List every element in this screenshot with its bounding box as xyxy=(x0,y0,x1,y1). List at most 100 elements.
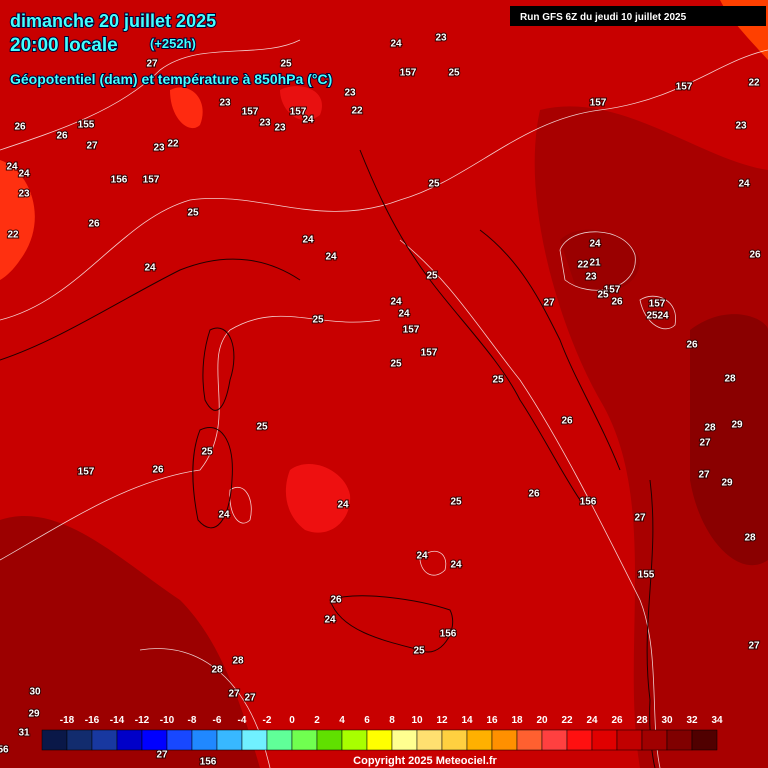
contour-label: 24 xyxy=(738,179,750,190)
scale-swatch xyxy=(341,729,368,751)
scale-swatch xyxy=(41,729,68,751)
contours xyxy=(0,39,768,768)
contour-label: 26 xyxy=(611,297,623,308)
contour-label: 23 xyxy=(219,98,231,109)
contour-label: 23 xyxy=(344,88,356,99)
contour-label: 157 xyxy=(421,348,438,359)
contour-label: 24 xyxy=(390,297,402,308)
contour-label: 25 xyxy=(448,68,460,79)
contour-label: 25 xyxy=(390,359,402,370)
scale-swatch xyxy=(591,729,618,751)
scale-tick-label: 22 xyxy=(561,715,573,726)
scale-swatch xyxy=(666,729,693,751)
copyright: Copyright 2025 Meteociel.fr xyxy=(353,755,497,767)
contour-label: 23 xyxy=(153,143,165,154)
scale-tick-label: 14 xyxy=(461,715,473,726)
scale-tick-label: 16 xyxy=(486,715,498,726)
lead-time: (+252h) xyxy=(150,36,196,51)
contour-label: 23 xyxy=(435,33,447,44)
contour-label: 29 xyxy=(731,420,743,431)
scale-swatch xyxy=(316,729,343,751)
contour-label: 22 xyxy=(577,260,589,271)
scale-tick-label: 2 xyxy=(314,715,320,726)
scale-tick-label: -18 xyxy=(60,715,75,726)
scale-swatch xyxy=(216,729,243,751)
contour-label: 27 xyxy=(748,641,760,652)
contour-label: 26 xyxy=(749,250,761,261)
scale-swatch xyxy=(291,729,318,751)
scale-tick-label: 24 xyxy=(586,715,598,726)
contour-label: 24 xyxy=(416,551,428,562)
contour-label: 22 xyxy=(748,78,760,89)
color-scale: -18 -16 -14 -12 -10 -8 -6 -4 -2 0 2 4 6 8 10 12 14 16 18 20… xyxy=(41,715,723,751)
scale-tick-label: -6 xyxy=(213,715,222,726)
contour-label: 25 xyxy=(646,311,658,322)
scale-tick-label: 26 xyxy=(611,715,623,726)
contour-label: 156 xyxy=(200,757,217,768)
contour-label: 24 xyxy=(324,615,336,626)
scale-tick-label: -14 xyxy=(110,715,125,726)
contour-label: 22 xyxy=(7,230,19,241)
scale-swatch xyxy=(266,729,293,751)
contour-label: 24 xyxy=(218,510,230,521)
contour-label: 29 xyxy=(28,709,40,720)
contour-label: 157 xyxy=(403,325,420,336)
contour-label: 27 xyxy=(156,750,168,761)
contour-label: 27 xyxy=(86,141,98,152)
scale-swatch xyxy=(391,729,418,751)
scale-tick-label: 20 xyxy=(536,715,548,726)
scale-tick-label: 0 xyxy=(289,715,295,726)
scale-swatch xyxy=(141,729,168,751)
scale-swatch xyxy=(566,729,593,751)
contour-label: 25 xyxy=(201,447,213,458)
contour-label: 155 xyxy=(638,570,655,581)
contour-label: 24 xyxy=(450,560,462,571)
contour-label: 25 xyxy=(428,179,440,190)
scale-swatch xyxy=(166,729,193,751)
scale-tick-label: 8 xyxy=(389,715,395,726)
time-title: 20:00 locale xyxy=(10,35,118,56)
scale-tick-label: -2 xyxy=(263,715,272,726)
contour-label: 24 xyxy=(325,252,337,263)
scale-swatch xyxy=(91,729,118,751)
contour-label: 28 xyxy=(232,656,244,667)
scale-swatch xyxy=(466,729,493,751)
contour-label: 24 xyxy=(337,500,349,511)
scale-tick-label: -12 xyxy=(135,715,150,726)
contour-label: 157 xyxy=(290,107,307,118)
contour-label: 23 xyxy=(259,118,271,129)
scale-swatch xyxy=(66,729,93,751)
scale-tick-label: 34 xyxy=(711,715,723,726)
map-subtitle: Géopotentiel (dam) et température à 850h… xyxy=(10,71,332,87)
contour-label: 24 xyxy=(144,263,156,274)
contour-label: 26 xyxy=(528,489,540,500)
scale-swatch xyxy=(241,729,268,751)
contour-label: 27 xyxy=(244,693,256,704)
contour-label: 26 xyxy=(88,219,100,230)
contour-label: 25 xyxy=(492,375,504,386)
contour-label: 25 xyxy=(312,315,324,326)
contour-label: 28 xyxy=(724,374,736,385)
coastlines xyxy=(0,149,656,768)
contour-label: 31 xyxy=(18,728,30,739)
contour-label: 25 xyxy=(187,208,199,219)
scale-swatch xyxy=(516,729,543,751)
contour-label: 27 xyxy=(228,689,240,700)
contour-label: 157 xyxy=(649,299,666,310)
scale-tick-label: -10 xyxy=(160,715,175,726)
scale-tick-label: 18 xyxy=(511,715,523,726)
date-title: dimanche 20 juillet 2025 xyxy=(10,11,216,31)
contour-label: 157 xyxy=(143,175,160,186)
contour-label: 26 xyxy=(152,465,164,476)
scale-swatch xyxy=(691,729,718,751)
run-box xyxy=(510,6,766,26)
contour-label: 26 xyxy=(14,122,26,133)
contour-label: 27 xyxy=(698,470,710,481)
contour-label: 25 xyxy=(280,59,292,70)
contour-label: 22 xyxy=(167,139,179,150)
scale-swatch xyxy=(541,729,568,751)
contour-label: 157 xyxy=(604,285,621,296)
scale-tick-label: 6 xyxy=(364,715,370,726)
contour-label: 156 xyxy=(111,175,128,186)
